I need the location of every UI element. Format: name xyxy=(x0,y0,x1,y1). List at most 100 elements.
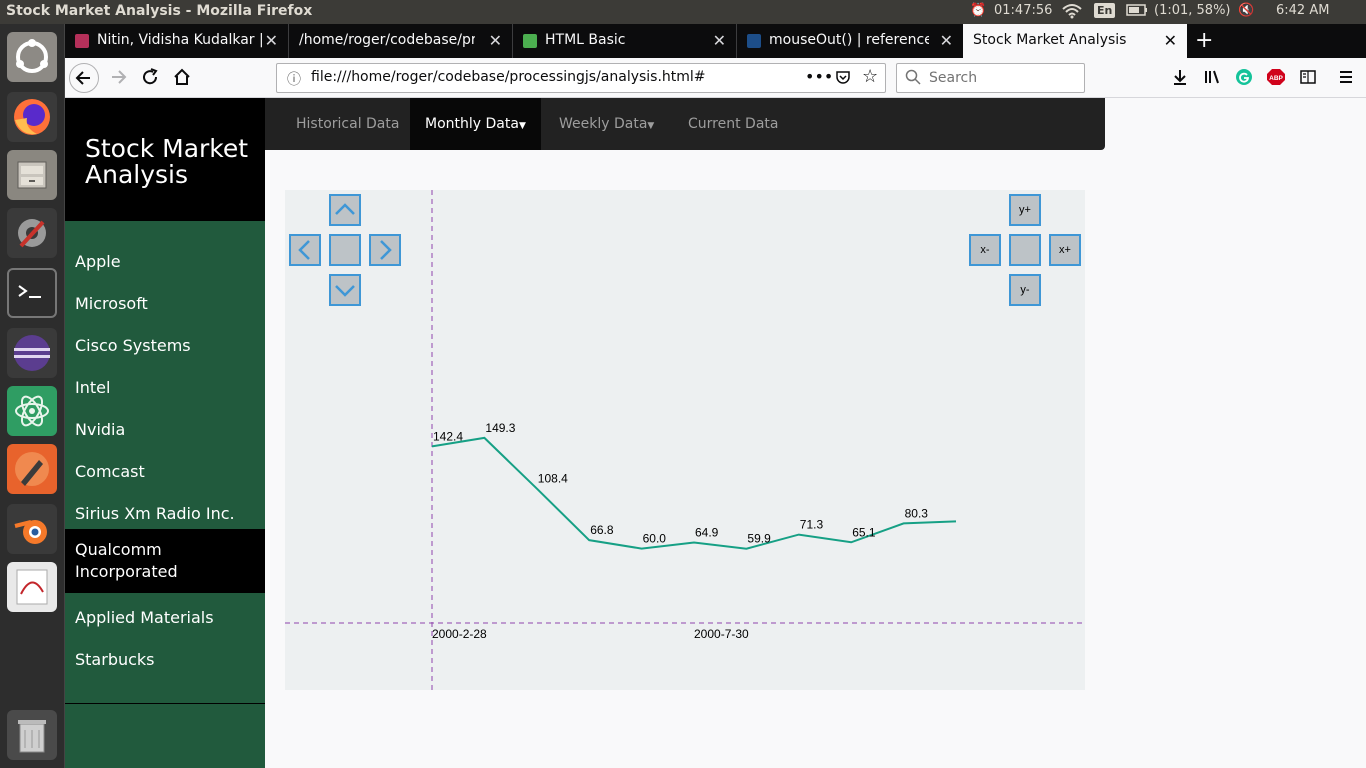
keyboard-layout-indicator[interactable]: En xyxy=(1094,3,1116,18)
company-link[interactable]: Comcast xyxy=(75,462,145,481)
home-button[interactable] xyxy=(167,63,197,93)
company-link[interactable]: Nvidia xyxy=(75,420,126,439)
data-label: 142.4 xyxy=(433,429,463,443)
unity-launcher xyxy=(0,24,65,768)
hamburger-menu-icon[interactable] xyxy=(1331,63,1361,93)
tab-mouseout-reference[interactable]: mouseOut() | reference ✕ xyxy=(737,24,963,58)
sidebar-divider xyxy=(65,703,265,704)
trash-icon[interactable] xyxy=(7,710,57,760)
atom-icon[interactable] xyxy=(7,386,57,436)
clock-text[interactable]: 6:42 AM xyxy=(1276,3,1330,18)
tab-nitin[interactable]: Nitin, Vidisha Kudalkar | ✕ xyxy=(65,24,289,58)
chart-canvas[interactable]: 142.4 149.3 108.4 66.8 60.0 64.9 59.9 71.3 65.1 8… xyxy=(285,190,1085,690)
nav-monthly-data[interactable]: Monthly Data▼ xyxy=(410,98,541,150)
sidebar-header: Stock Market Analysis xyxy=(65,98,265,221)
tab-close-icon[interactable]: ✕ xyxy=(939,31,953,50)
tab-close-icon[interactable]: ✕ xyxy=(488,31,502,50)
ubuntu-dash-icon[interactable] xyxy=(7,32,57,82)
search-bar[interactable]: Search xyxy=(896,63,1085,93)
back-button[interactable] xyxy=(69,63,99,93)
site-title: Stock Market Analysis xyxy=(85,134,249,189)
search-input[interactable]: Search xyxy=(929,70,978,86)
bookmark-star-icon[interactable]: ☆ xyxy=(862,66,879,87)
company-link[interactable]: Starbucks xyxy=(75,650,155,669)
downloads-icon[interactable] xyxy=(1165,63,1195,93)
tab-close-icon[interactable]: ✕ xyxy=(264,31,278,50)
file-manager-icon[interactable] xyxy=(7,150,57,200)
company-link[interactable]: Microsoft xyxy=(75,294,148,313)
blender-icon[interactable] xyxy=(7,504,57,554)
wifi-icon[interactable] xyxy=(1062,3,1082,23)
data-label: 71.3 xyxy=(800,518,824,532)
company-link[interactable]: Cisco Systems xyxy=(75,336,191,355)
window-title: Stock Market Analysis - Mozilla Firefox xyxy=(6,3,313,19)
page-info-icon[interactable]: ⓘ xyxy=(287,72,301,88)
reload-button[interactable] xyxy=(135,63,165,93)
company-link[interactable]: Apple xyxy=(75,252,121,271)
system-settings-icon[interactable] xyxy=(7,208,57,258)
nav-weekly-data[interactable]: Weekly Data▼ xyxy=(544,98,669,150)
w3schools-icon xyxy=(523,34,537,48)
pan-down-button[interactable] xyxy=(329,274,361,306)
pan-up-button[interactable] xyxy=(329,194,361,226)
tab-close-icon[interactable]: ✕ xyxy=(712,31,726,50)
company-sidebar: Stock Market Analysis Apple Microsoft Cisc… xyxy=(65,98,265,768)
company-link[interactable]: Intel xyxy=(75,378,111,397)
volume-muted-icon[interactable]: 🔇 xyxy=(1238,3,1255,18)
data-label: 149.3 xyxy=(485,421,515,435)
data-label: 66.8 xyxy=(590,523,614,537)
caret-down-icon: ▼ xyxy=(518,121,526,131)
pan-left-button[interactable] xyxy=(289,234,321,266)
timer-text: 01:47:56 xyxy=(994,3,1053,18)
pan-center-button[interactable] xyxy=(329,234,361,266)
data-label: 65.1 xyxy=(852,525,876,539)
tab-stock-market-analysis[interactable]: Stock Market Analysis ✕ xyxy=(963,24,1187,58)
zoom-y-minus-button[interactable]: y- xyxy=(1009,274,1041,306)
data-label: 60.0 xyxy=(643,532,667,546)
nav-label: Historical Data xyxy=(296,116,400,132)
search-icon xyxy=(905,69,921,89)
tab-codebase[interactable]: /home/roger/codebase/processingjs ✕ xyxy=(289,24,513,58)
tab-html-basic[interactable]: HTML Basic ✕ xyxy=(513,24,737,58)
company-link[interactable]: Qualcomm Incorporated xyxy=(65,529,265,593)
zoom-x-minus-button[interactable]: x- xyxy=(969,234,1001,266)
grammarly-icon[interactable] xyxy=(1229,63,1259,93)
nav-current-data[interactable]: Current Data xyxy=(673,98,793,150)
tab-favicon-icon xyxy=(75,34,89,48)
alarm-clock-icon[interactable]: ⏰ xyxy=(970,3,987,18)
terminal-icon[interactable] xyxy=(7,268,57,318)
page-actions-icon[interactable]: ••• xyxy=(805,67,834,86)
adblock-plus-icon[interactable]: ABP xyxy=(1261,63,1291,93)
company-link[interactable]: Sirius Xm Radio Inc. xyxy=(75,504,235,523)
forward-button[interactable] xyxy=(103,63,133,93)
zoom-reset-button[interactable] xyxy=(1009,234,1041,266)
processing-icon xyxy=(747,34,761,48)
zoom-y-plus-button[interactable]: y+ xyxy=(1009,194,1041,226)
nav-label: Weekly Data xyxy=(559,116,648,132)
pocket-icon[interactable] xyxy=(835,69,851,89)
browser-nav-bar: ⓘ file:///home/roger/codebase/processing… xyxy=(65,58,1366,98)
data-label: 80.3 xyxy=(905,506,929,520)
pan-right-button[interactable] xyxy=(369,234,401,266)
inkscape-pen-icon[interactable] xyxy=(7,444,57,494)
zoom-x-plus-button[interactable]: x+ xyxy=(1049,234,1081,266)
battery-text: (1:01, 58%) xyxy=(1154,3,1231,18)
battery-icon[interactable] xyxy=(1126,3,1148,21)
new-tab-button[interactable]: + xyxy=(1195,28,1214,53)
reader-view-icon[interactable] xyxy=(1293,63,1323,93)
eclipse-icon[interactable] xyxy=(7,328,57,378)
library-icon[interactable] xyxy=(1197,63,1227,93)
x-tick-label: 2000-7-30 xyxy=(694,627,749,641)
firefox-icon[interactable] xyxy=(7,92,57,142)
top-navbar: Historical Data Monthly Data▼ Weekly Data▼… xyxy=(265,98,1105,150)
url-bar[interactable]: ⓘ file:///home/roger/codebase/processing… xyxy=(276,63,886,93)
data-label: 59.9 xyxy=(747,532,771,546)
tab-close-icon[interactable]: ✕ xyxy=(1163,31,1177,50)
page-content: Stock Market Analysis Apple Microsoft Cisc… xyxy=(65,98,1366,768)
svg-text:ABP: ABP xyxy=(1269,75,1283,82)
nav-label: Current Data xyxy=(688,116,779,132)
nav-historical-data[interactable]: Historical Data xyxy=(281,98,414,150)
pdf-reader-icon[interactable] xyxy=(7,562,57,612)
company-link[interactable]: Applied Materials xyxy=(75,608,214,627)
url-text[interactable]: file:///home/roger/codebase/processingjs… xyxy=(311,69,706,85)
